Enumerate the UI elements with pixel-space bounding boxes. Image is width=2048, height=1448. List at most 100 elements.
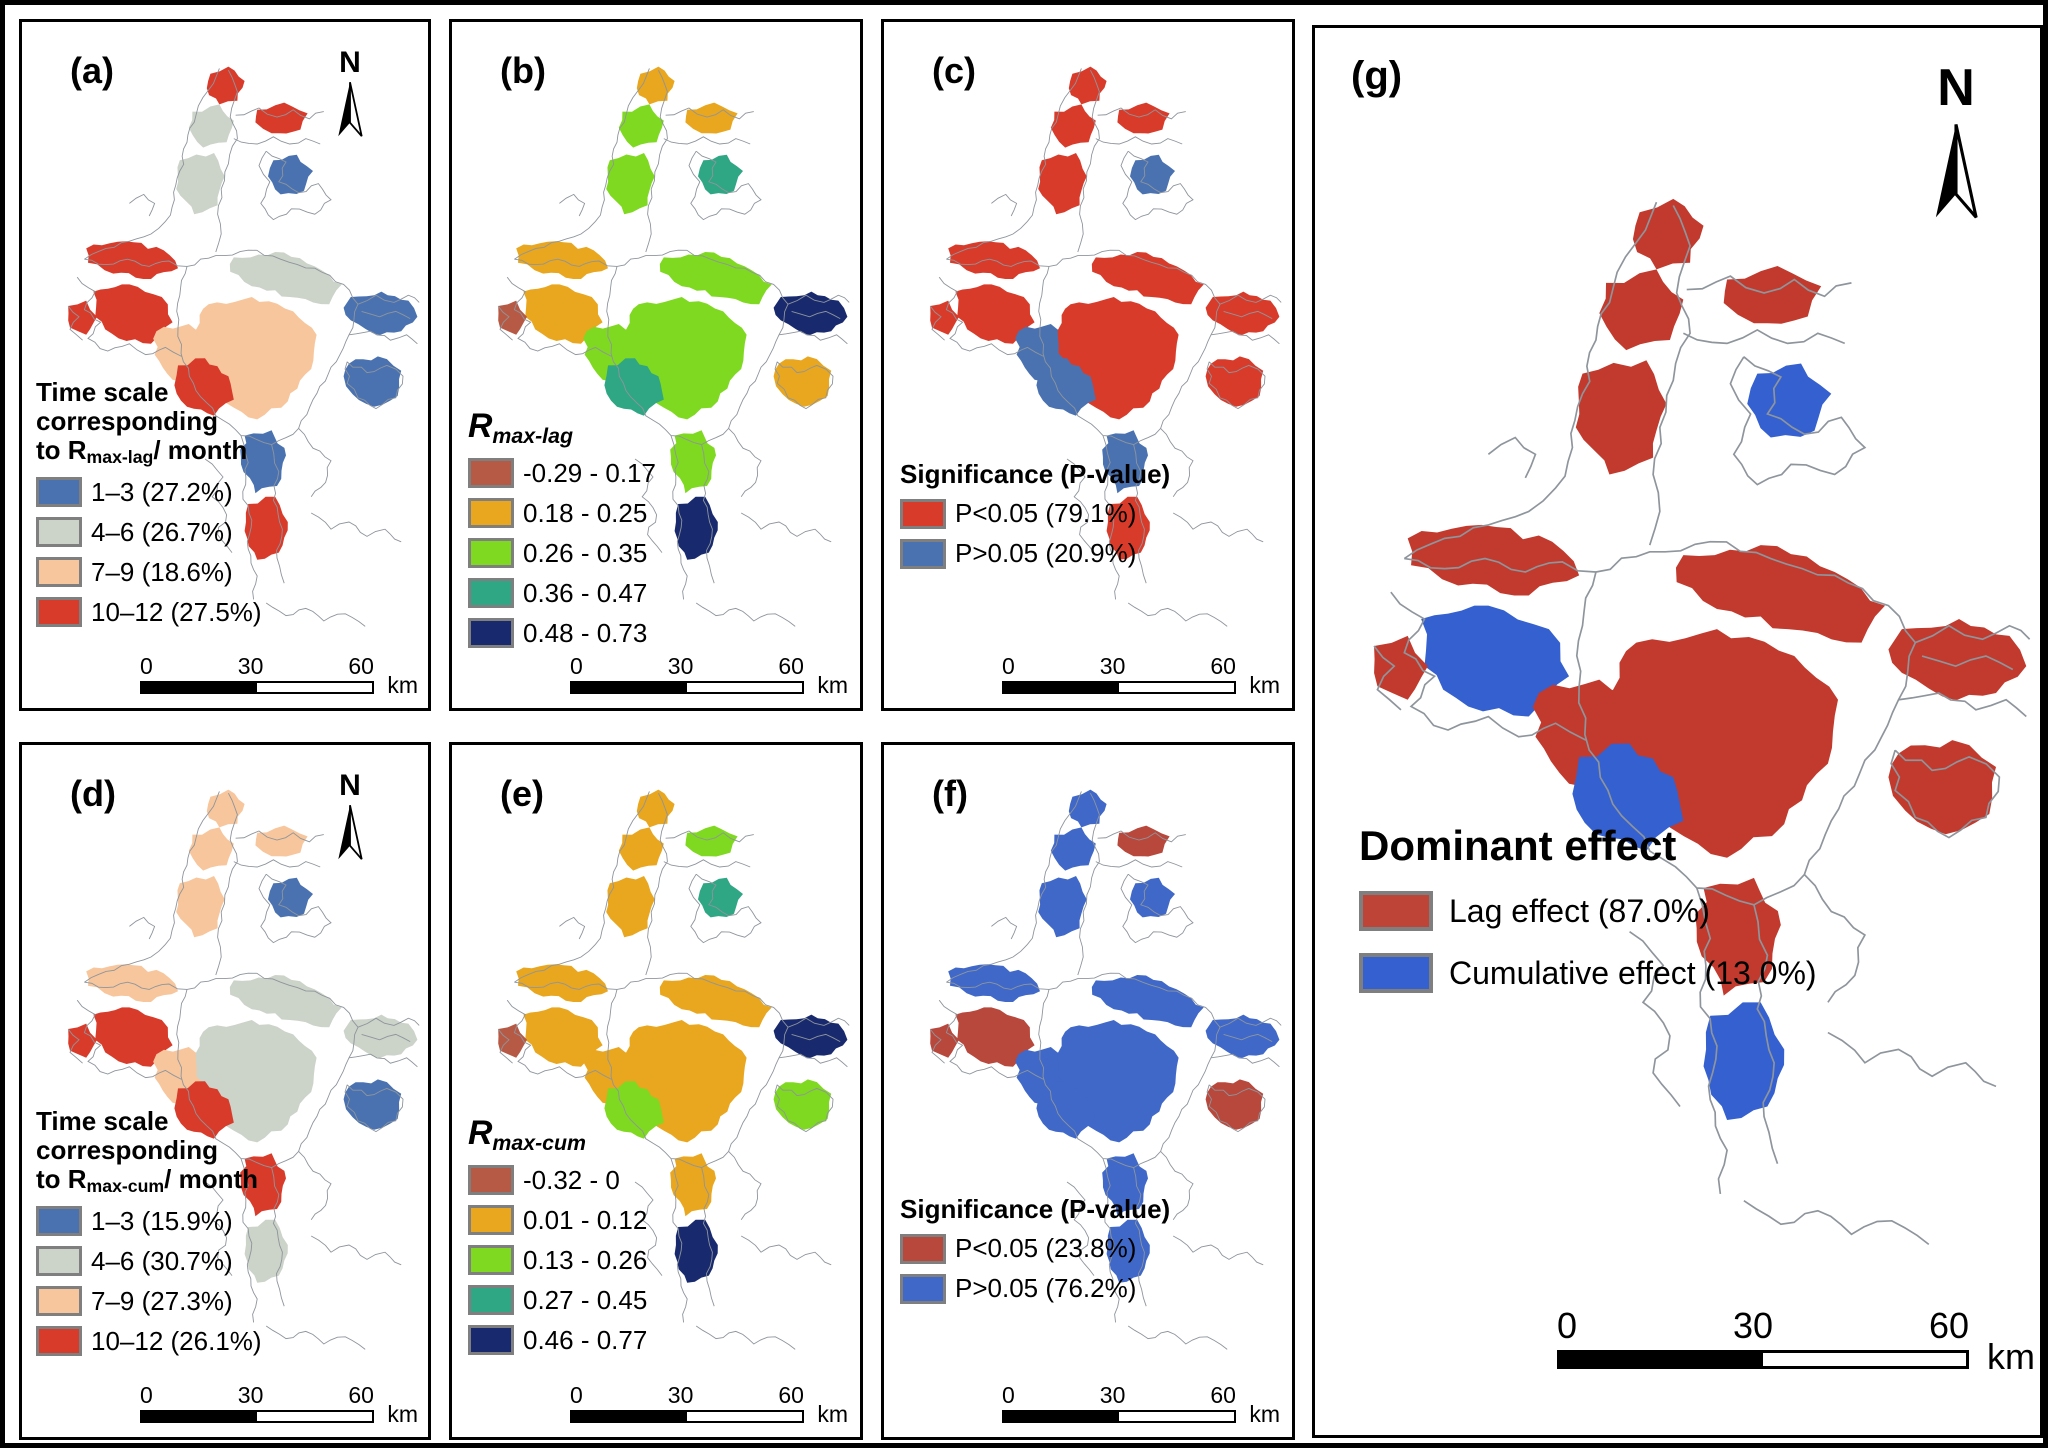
legend-swatch bbox=[468, 538, 514, 569]
map-region bbox=[1599, 269, 1684, 351]
legend-swatch bbox=[36, 557, 82, 588]
legend-item: 0.36 - 0.47 bbox=[468, 578, 656, 609]
legend-items: -0.29 - 0.17 0.18 - 0.25 0.26 - 0.35 0.36 -… bbox=[468, 458, 656, 649]
map-outline bbox=[1127, 602, 1228, 627]
map-outline bbox=[665, 107, 754, 120]
legend-item: -0.29 - 0.17 bbox=[468, 458, 656, 489]
legend-item-label: 10–12 (27.5%) bbox=[91, 596, 262, 627]
map-region bbox=[268, 877, 313, 918]
legend-item: 0.18 - 0.25 bbox=[468, 498, 656, 529]
map-region bbox=[1205, 356, 1264, 407]
map-outline bbox=[1915, 624, 2031, 644]
legend-item: 7–9 (27.3%) bbox=[36, 1286, 262, 1317]
scale-label-start: 0 bbox=[1557, 1305, 1578, 1346]
scale-label-start: 0 bbox=[1002, 1382, 1015, 1408]
map-outline bbox=[1827, 1031, 1997, 1088]
map-outline bbox=[1172, 1235, 1264, 1266]
scale-bar-filled-half bbox=[572, 1412, 687, 1421]
map-region bbox=[1575, 360, 1667, 475]
legend-swatch bbox=[36, 1246, 82, 1277]
map-legend: Significance (P-value) P<0.05 (79.1%) P>0… bbox=[900, 459, 1170, 569]
map-panel: (g) N Dominant effect Lag effect (87.0%)… bbox=[1312, 25, 2043, 1438]
scale-label-end: 60 bbox=[1210, 653, 1236, 679]
map-outline bbox=[1210, 330, 1280, 345]
legend-swatch bbox=[36, 477, 82, 508]
map-region bbox=[1703, 1002, 1785, 1120]
map-region bbox=[670, 1153, 716, 1217]
map-region bbox=[1102, 1153, 1148, 1217]
map-region bbox=[523, 1007, 603, 1067]
map-region bbox=[685, 825, 738, 857]
scale-label-start: 0 bbox=[570, 1382, 583, 1408]
legend-item-label: P>0.05 (76.2%) bbox=[955, 1273, 1137, 1304]
map-region bbox=[1106, 1219, 1150, 1283]
map-outline bbox=[791, 1033, 841, 1042]
map-outline bbox=[1095, 136, 1183, 145]
map-region bbox=[1675, 545, 1886, 643]
map-region bbox=[188, 104, 234, 148]
map-region bbox=[1130, 154, 1175, 195]
scale-bar-labels: 0 30 60 bbox=[1002, 1384, 1236, 1407]
legend-item: P<0.05 (23.8%) bbox=[900, 1233, 1170, 1264]
map-outline bbox=[129, 916, 156, 940]
map-region bbox=[618, 104, 664, 148]
legend-item-label: 1–3 (15.9%) bbox=[91, 1205, 233, 1236]
legend-items: Lag effect (87.0%) Cumulative effect (13.… bbox=[1359, 891, 1817, 994]
map-outline bbox=[740, 1235, 832, 1266]
map-outline bbox=[1648, 205, 1691, 546]
map-outline bbox=[258, 873, 332, 944]
scale-bar-filled-half bbox=[142, 683, 257, 692]
map-outline bbox=[176, 972, 359, 1169]
legend-item-label: Cumulative effect (13.0%) bbox=[1449, 954, 1817, 991]
map-outline bbox=[129, 193, 156, 217]
lake-map bbox=[67, 66, 420, 627]
map-legend: Time scale corresponding to Rmax-cum/ mon… bbox=[36, 1106, 262, 1357]
scale-label-end: 60 bbox=[1928, 1305, 1969, 1346]
map-outline bbox=[1210, 1053, 1280, 1068]
map-region bbox=[240, 1153, 286, 1217]
map-outline bbox=[1629, 931, 1681, 1108]
legend-item: P<0.05 (79.1%) bbox=[900, 498, 1170, 529]
map-outline bbox=[791, 310, 841, 319]
scale-bar-filled-half bbox=[1560, 1353, 1763, 1366]
map-legend: Dominant effect Lag effect (87.0%) Cumula… bbox=[1359, 822, 1817, 994]
scale-bar-empty-half bbox=[687, 1412, 802, 1421]
map-region bbox=[1050, 827, 1096, 871]
map-region bbox=[268, 154, 313, 195]
legend-item-label: Lag effect (87.0%) bbox=[1449, 892, 1710, 929]
map-region bbox=[93, 284, 173, 344]
map-region bbox=[523, 284, 603, 344]
map-outline bbox=[559, 916, 586, 940]
legend-title: Significance (P-value) bbox=[900, 459, 1170, 489]
map-outline bbox=[1743, 1199, 1930, 1246]
map-outline bbox=[1223, 1033, 1273, 1042]
map-outline bbox=[240, 1158, 258, 1323]
north-letter: N bbox=[339, 769, 361, 802]
map-region bbox=[1421, 605, 1570, 717]
north-letter: N bbox=[339, 46, 361, 79]
legend-title-part: Dominant effect bbox=[1359, 822, 1677, 869]
map-outline bbox=[506, 999, 612, 1080]
scale-label-mid: 30 bbox=[667, 1382, 694, 1408]
map-outline bbox=[1120, 873, 1194, 944]
scale-bar-labels: 0 30 60 bbox=[570, 1384, 804, 1407]
map-region bbox=[1038, 876, 1087, 938]
legend-swatch bbox=[468, 578, 514, 609]
map-outline bbox=[204, 458, 233, 553]
map-region bbox=[240, 430, 286, 494]
scale-unit: km bbox=[1249, 672, 1280, 698]
legend-title-part: R bbox=[468, 407, 493, 445]
map-outline bbox=[946, 791, 1082, 983]
map-outline bbox=[787, 1017, 850, 1028]
legend-item-label: 7–9 (18.6%) bbox=[91, 556, 233, 587]
legend-swatch bbox=[36, 1326, 82, 1357]
legend-item-label: 0.48 - 0.73 bbox=[523, 617, 648, 648]
map-outline bbox=[634, 458, 663, 553]
map-outline bbox=[1066, 1181, 1095, 1276]
map-outline bbox=[938, 276, 1044, 357]
scale-bar-track bbox=[570, 1410, 804, 1423]
map-outline bbox=[357, 1017, 420, 1028]
map-region bbox=[606, 153, 655, 215]
legend-items: P<0.05 (79.1%) P>0.05 (20.9%) bbox=[900, 498, 1170, 569]
